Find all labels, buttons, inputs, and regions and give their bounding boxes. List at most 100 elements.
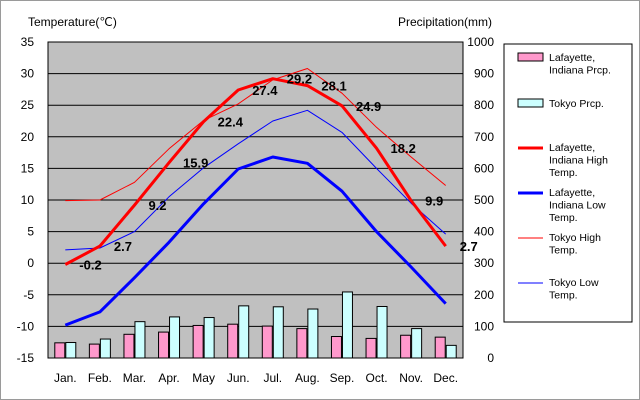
x-tick-label: Mar. [123,371,146,385]
precipitation-bar [99,338,111,359]
legend-box [503,43,633,323]
precipitation-bar [376,305,388,359]
legend-label: Indiana Low [549,200,606,212]
right-axis-title: Precipitation(mm) [398,15,492,29]
precipitation-bar [341,291,353,359]
right-tick-label: 1000 [467,35,494,49]
precipitation-bar [65,342,77,359]
x-tick-label: Nov. [399,371,423,385]
precipitation-bar [296,328,308,359]
precipitation-bar [158,331,170,359]
left-tick-label: 10 [21,193,35,207]
legend-label: Indiana High [549,155,608,167]
data-label: 24.9 [356,99,381,114]
right-tick-label: 200 [474,288,494,302]
x-tick-label: Feb. [88,371,112,385]
precipitation-bar [169,316,181,359]
left-tick-label: 30 [21,67,35,81]
left-axis-ticks: 35 30 25 20 15 10 5 0 -5 -10 -15 [17,35,35,365]
precipitation-bar [307,308,319,359]
left-tick-label: 5 [27,225,34,239]
left-tick-label: 35 [21,35,35,49]
precipitation-bar [203,317,215,359]
left-tick-label: -10 [17,319,35,333]
precipitation-bar [123,333,135,359]
right-tick-label: 900 [474,67,494,81]
right-tick-label: 300 [474,256,494,270]
left-tick-label: -15 [17,351,35,365]
legend-swatch [517,52,544,62]
temperature-line [64,155,447,327]
legend-label: Tokyo Low [549,277,599,289]
data-label: 27.4 [252,83,278,98]
precipitation-bar [88,343,100,359]
temperature-lines [64,68,447,327]
left-axis-title: Temperature(℃) [28,15,117,29]
right-tick-label: 600 [474,161,494,175]
legend-label: Tokyo High [549,232,601,244]
x-tick-label: Oct. [366,371,388,385]
data-label: 2.7 [114,239,132,254]
legend-label: Temp. [549,290,578,302]
precipitation-bar [227,323,239,359]
right-tick-label: 0 [487,351,494,365]
legend-swatch [517,98,544,108]
precipitation-bar [434,336,446,359]
left-tick-label: -5 [23,288,34,302]
legend-label: Indiana Prcp. [549,65,611,77]
right-tick-label: 400 [474,225,494,239]
legend: Lafayette,Indiana Prcp.Tokyo Prcp.Lafaye… [517,52,611,302]
legend-label: Lafayette, [549,52,595,64]
precipitation-bar [134,321,146,359]
right-tick-label: 800 [474,98,494,112]
data-label: 29.2 [287,72,312,87]
right-tick-label: 100 [474,319,494,333]
precipitation-bars [54,291,457,359]
precipitation-bar [330,336,342,359]
precipitation-bar [192,324,204,359]
left-tick-label: 0 [27,256,34,270]
legend-label: Temp. [549,212,578,224]
legend-label: Temp. [549,245,578,257]
precipitation-bar [54,342,66,359]
data-label: 18.2 [391,141,416,156]
precipitation-bar [411,328,423,359]
x-tick-label: Dec. [433,371,458,385]
precipitation-bar [365,337,377,359]
data-label: 22.4 [218,115,244,130]
legend-label: Tokyo Prcp. [549,98,604,110]
data-label: 9.9 [425,194,443,209]
x-tick-label: May [192,371,215,385]
precipitation-bar [445,344,457,359]
temperature-line [65,68,447,202]
x-tick-label: Apr. [158,371,179,385]
legend-label: Lafayette, [549,187,595,199]
legend-label: Lafayette, [549,142,595,154]
temperature-line [65,109,447,251]
precipitation-bar [238,305,250,359]
right-tick-label: 500 [474,193,494,207]
left-tick-label: 20 [21,130,35,144]
precipitation-bar [400,334,412,359]
x-tick-label: Jul. [263,371,282,385]
precipitation-bar [261,325,273,359]
data-label: 15.9 [183,156,208,171]
left-tick-label: 25 [21,98,35,112]
data-label: 28.1 [321,79,346,94]
x-tick-label: Jun. [227,371,250,385]
data-label: -0.2 [79,257,101,272]
x-tick-label: Jan. [54,371,77,385]
temperature-line [64,77,447,266]
precipitation-bar [272,306,284,359]
data-label: 9.2 [148,198,166,213]
x-axis-ticks: Jan. Feb. Mar. Apr. May Jun. Jul. Aug. Sep. Oct. N… [54,371,458,385]
left-tick-label: 15 [21,161,35,175]
legend-label: Temp. [549,167,578,179]
x-tick-label: Sep. [330,371,355,385]
gridlines [48,73,463,327]
x-tick-label: Aug. [295,371,320,385]
temperature-data-labels: -0.2 2.7 9.2 15.9 22.4 27.4 29.2 28.1 24.9 18.2 9.… [79,72,477,273]
data-label: 2.7 [460,239,478,254]
